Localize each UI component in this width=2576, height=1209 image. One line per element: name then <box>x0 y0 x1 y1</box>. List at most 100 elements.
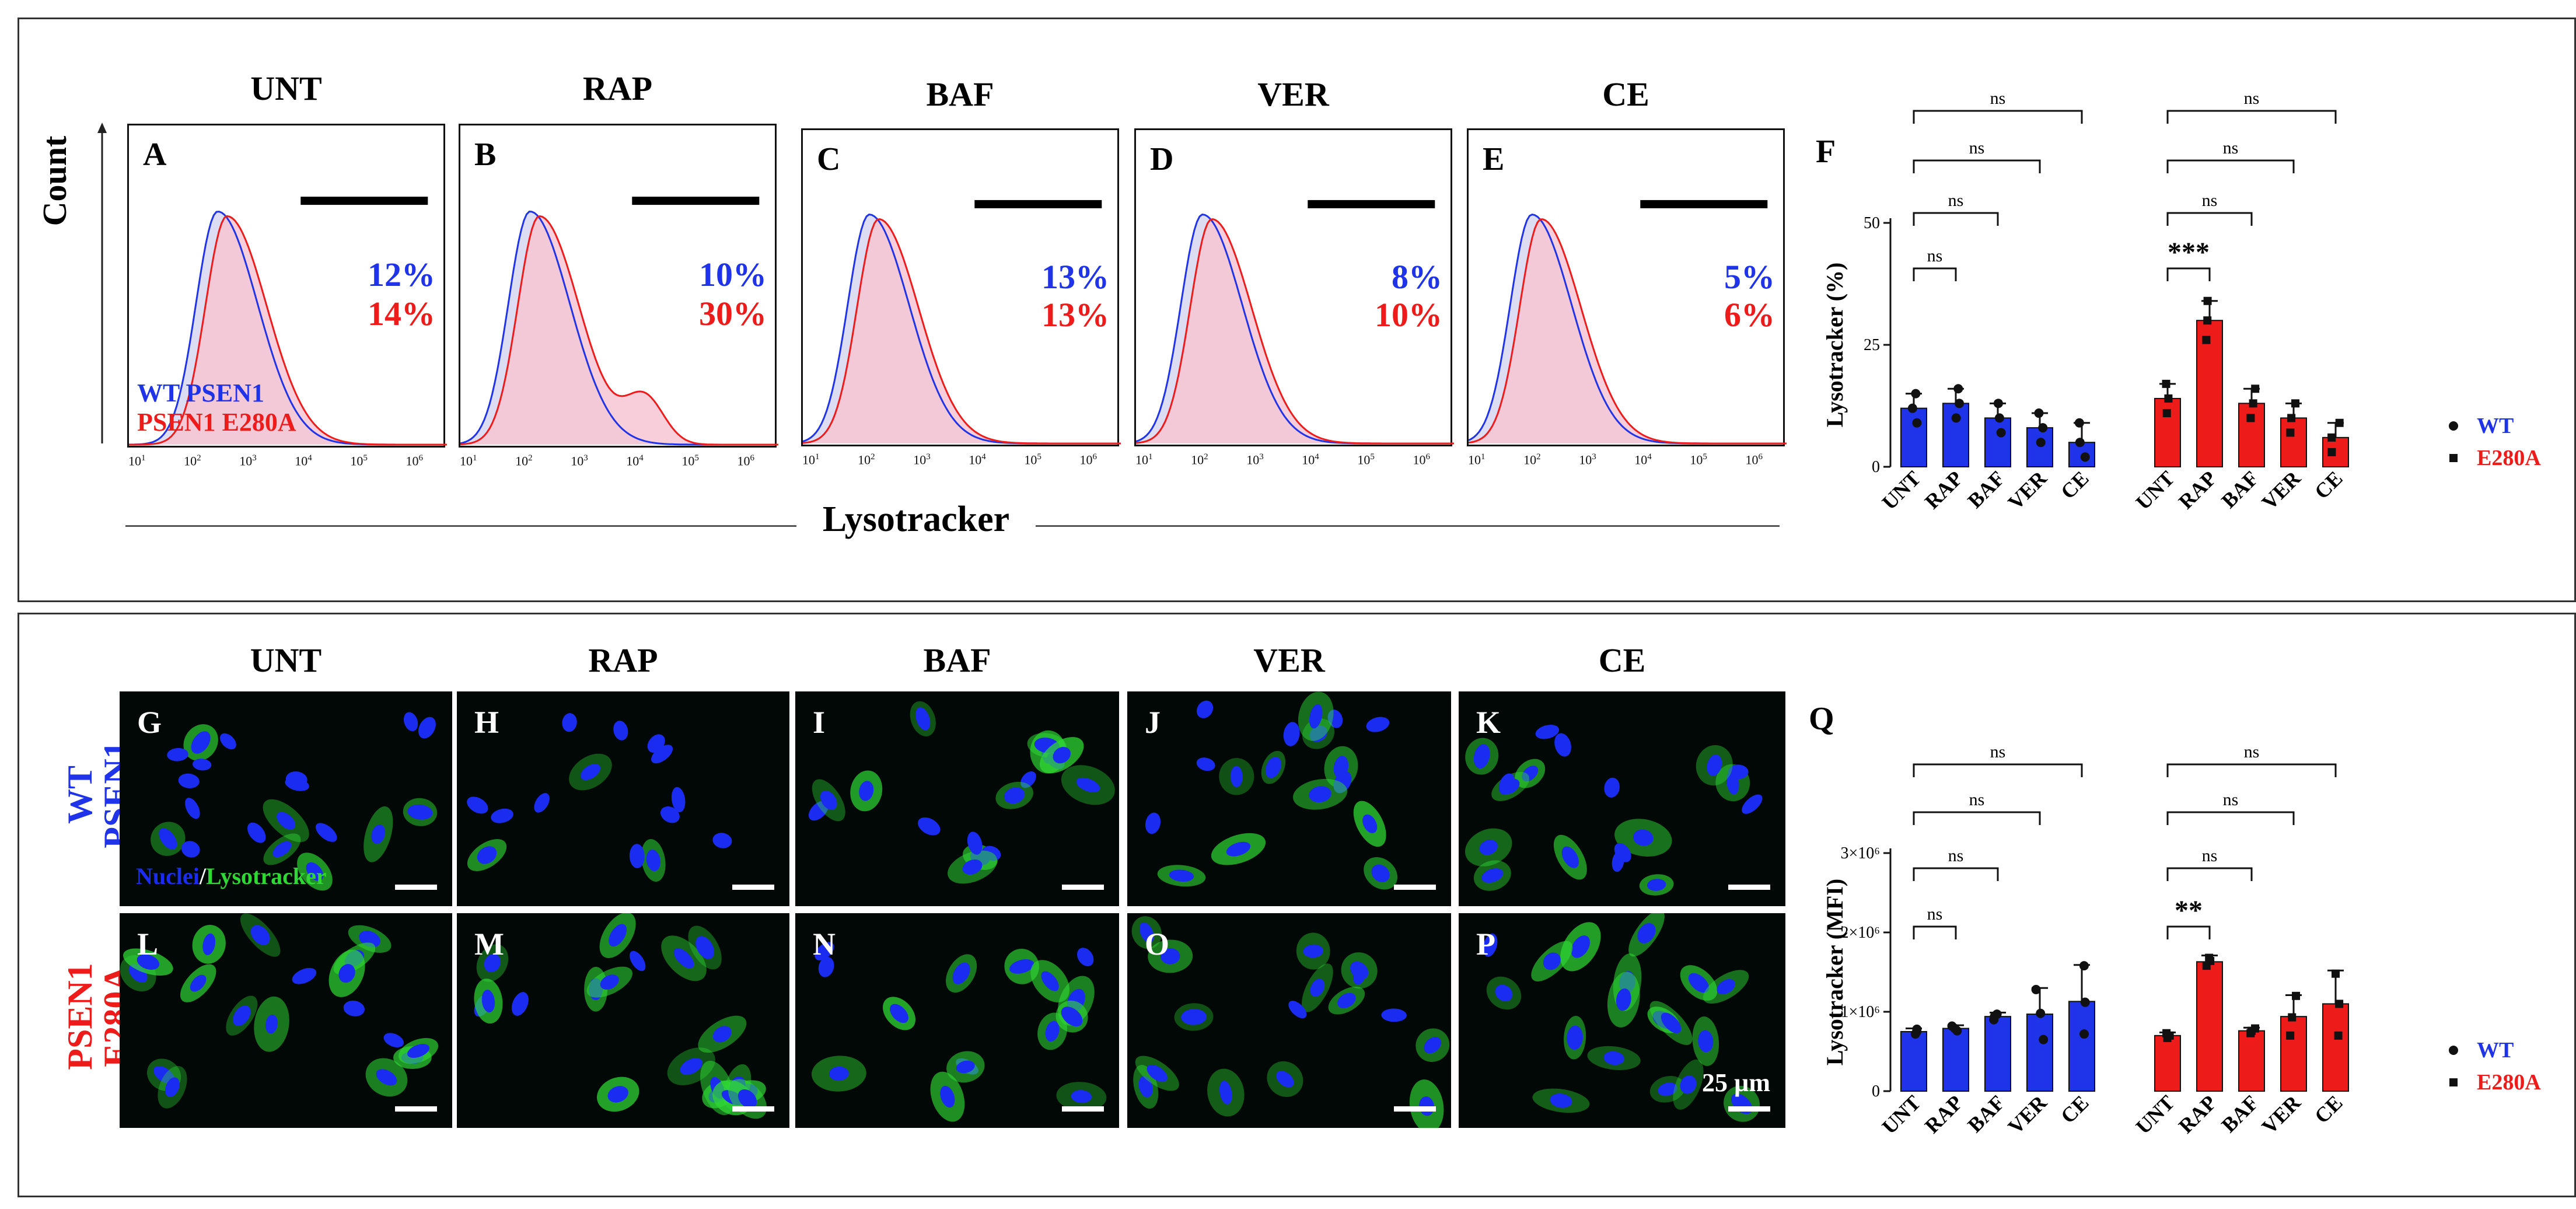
scale-bar <box>1394 1106 1436 1112</box>
x-tick-base: 10 <box>406 453 418 468</box>
significance-bracket <box>2168 868 2252 881</box>
x-tick-label: 102 <box>1191 452 1208 467</box>
x-tick-label: UNT <box>2131 1091 2179 1138</box>
x-tick-base: 10 <box>858 452 871 467</box>
legend-label-wt: WT <box>2477 1038 2514 1063</box>
significance-bracket <box>1914 764 2082 777</box>
e280a-percent: 14% <box>319 294 435 333</box>
panel-letter-M: M <box>474 926 504 962</box>
x-tick-label: VER <box>2257 1091 2306 1139</box>
chart-Q: 0 1×10⁶ 2×10⁶ 3×10⁶ Lysotracker (MFI) UNT RAP B… <box>1803 677 2561 1190</box>
significance-label: ns <box>1927 246 1943 265</box>
stain-label-separator: / <box>200 863 206 889</box>
data-point-e280a <box>2203 316 2211 324</box>
significance-label: ns <box>1927 904 1943 924</box>
x-tick-label: 106 <box>737 453 754 469</box>
panel-letter-K: K <box>1476 704 1501 740</box>
panel-letter-L: L <box>137 926 158 962</box>
significance-bracket <box>2168 764 2336 777</box>
significance-bracket <box>1914 868 1998 881</box>
data-point-wt <box>1953 384 1963 393</box>
significance-bracket <box>2168 927 2210 939</box>
x-tick-base: 10 <box>626 453 639 468</box>
gate-bar <box>632 197 759 205</box>
data-point-wt <box>2081 452 2090 462</box>
wt-percent: 5% <box>1658 257 1775 296</box>
nucleus <box>244 819 270 847</box>
nucleus <box>217 731 239 753</box>
x-tick-label: CE <box>2056 466 2093 504</box>
x-tick-base: 10 <box>1357 452 1370 467</box>
data-point-wt <box>1947 1021 1956 1030</box>
x-tick-base: 10 <box>969 452 981 467</box>
significance-label: ns <box>1948 191 1964 210</box>
micrograph-title-ver: VER <box>1202 641 1377 680</box>
x-tick-base: 10 <box>515 453 528 468</box>
x-tick-label: CE <box>2310 466 2347 504</box>
data-point-e280a <box>2292 992 2300 1000</box>
micrograph-cells <box>1459 691 1785 906</box>
y-tick-label: 0 <box>1872 1082 1880 1100</box>
scale-bar <box>1062 1106 1104 1112</box>
x-tick-base: 10 <box>350 453 363 468</box>
x-tick-exponent: 2 <box>1536 452 1541 462</box>
x-tick-base: 10 <box>913 452 926 467</box>
bar-e280a-baf <box>2239 1031 2264 1091</box>
x-tick-exponent: 6 <box>1425 452 1430 462</box>
data-point-e280a <box>2249 399 2257 407</box>
y-axis-title: Lysotracker (%) <box>1822 263 1848 428</box>
histogram-title-unt: UNT <box>199 69 374 108</box>
histogram-x-ticks: 101 102 103 104 105 106 <box>1135 452 1430 467</box>
data-point-e280a <box>2164 394 2172 403</box>
count-axis-label: Count <box>35 117 74 245</box>
x-tick-base: 10 <box>128 453 141 468</box>
data-point-wt <box>2079 1029 2089 1039</box>
histogram-x-ticks: 101 102 103 104 105 106 <box>460 453 754 469</box>
panel-letter-P: P <box>1476 926 1495 962</box>
x-tick-base: 10 <box>239 453 252 468</box>
x-tick-exponent: 4 <box>307 453 312 463</box>
e280a-percent: 30% <box>650 294 767 333</box>
x-tick-label: 104 <box>295 453 312 469</box>
bar-wt-baf <box>1985 1016 2011 1091</box>
x-tick-label: 104 <box>1634 452 1652 467</box>
x-tick-label: BAF <box>1963 1091 2009 1137</box>
wt-percent: 13% <box>992 257 1109 296</box>
bar-wt-unt <box>1901 1032 1927 1091</box>
micrograph-title-baf: BAF <box>870 641 1045 680</box>
data-point-wt <box>1952 413 1961 422</box>
data-point-e280a <box>2202 336 2210 344</box>
x-tick-exponent: 2 <box>871 452 875 462</box>
x-tick-label: BAF <box>2217 1091 2263 1137</box>
micrograph-cells <box>795 691 1119 906</box>
data-point-e280a <box>2327 448 2336 456</box>
x-tick-label: 105 <box>681 453 699 469</box>
significance-bracket <box>2168 213 2252 226</box>
bar-e280a-unt <box>2155 399 2180 467</box>
data-point-wt <box>2081 998 2090 1007</box>
x-tick-label: 101 <box>128 453 146 469</box>
x-tick-base: 10 <box>1413 452 1425 467</box>
x-tick-exponent: 6 <box>1758 452 1763 462</box>
bar-e280a-baf <box>2239 403 2264 467</box>
data-point-wt <box>2036 1009 2045 1018</box>
x-tick-base: 10 <box>737 453 750 468</box>
x-tick-label: VER <box>2257 466 2306 515</box>
nucleus <box>1144 811 1162 835</box>
significance-bracket <box>1914 268 1956 281</box>
lysotracker-axis-line-left <box>125 525 796 527</box>
count-axis-arrow <box>93 123 111 449</box>
chart-F: 0 25 50 Lysotracker (%) UNT RAP BAF VER CE ns ns ns… <box>1803 64 2561 578</box>
histogram-panel-d: D 8% 10% <box>1134 128 1452 446</box>
gate-bar <box>1308 200 1435 208</box>
panel-letter-A: A <box>143 136 166 173</box>
panel-letter-G: G <box>137 704 162 740</box>
nucleus <box>415 714 439 742</box>
x-tick-label: CE <box>2310 1091 2347 1128</box>
panel-letter-E: E <box>1483 141 1504 178</box>
y-tick-label: 25 <box>1864 336 1880 354</box>
x-tick-exponent: 2 <box>528 453 533 463</box>
micrograph-k: K <box>1459 691 1785 906</box>
e280a-percent: 6% <box>1658 295 1775 334</box>
x-tick-label: 103 <box>1579 452 1596 467</box>
